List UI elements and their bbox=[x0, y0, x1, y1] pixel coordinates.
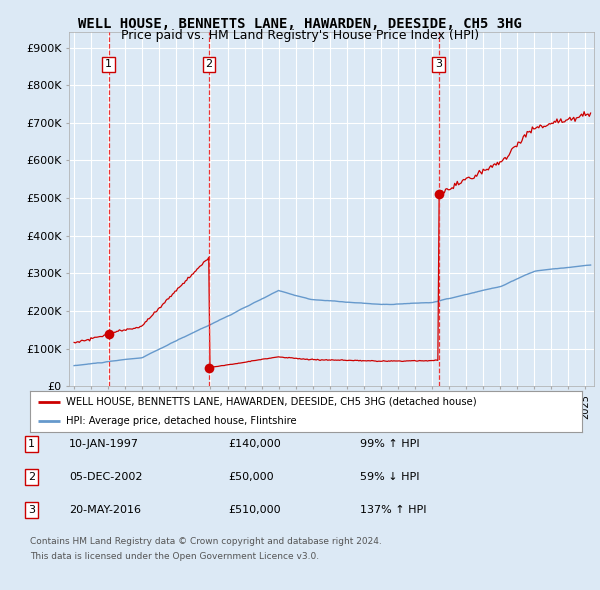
Text: 3: 3 bbox=[435, 60, 442, 70]
Text: This data is licensed under the Open Government Licence v3.0.: This data is licensed under the Open Gov… bbox=[30, 552, 319, 561]
Text: WELL HOUSE, BENNETTS LANE, HAWARDEN, DEESIDE, CH5 3HG: WELL HOUSE, BENNETTS LANE, HAWARDEN, DEE… bbox=[78, 17, 522, 31]
Text: 1: 1 bbox=[105, 60, 112, 70]
Text: 59% ↓ HPI: 59% ↓ HPI bbox=[360, 472, 419, 481]
Text: 1: 1 bbox=[28, 439, 35, 448]
Text: 3: 3 bbox=[28, 505, 35, 514]
Text: £50,000: £50,000 bbox=[228, 472, 274, 481]
Text: Contains HM Land Registry data © Crown copyright and database right 2024.: Contains HM Land Registry data © Crown c… bbox=[30, 536, 382, 546]
Text: Price paid vs. HM Land Registry's House Price Index (HPI): Price paid vs. HM Land Registry's House … bbox=[121, 29, 479, 42]
Text: 20-MAY-2016: 20-MAY-2016 bbox=[69, 505, 141, 514]
Text: WELL HOUSE, BENNETTS LANE, HAWARDEN, DEESIDE, CH5 3HG (detached house): WELL HOUSE, BENNETTS LANE, HAWARDEN, DEE… bbox=[66, 396, 476, 407]
Text: 99% ↑ HPI: 99% ↑ HPI bbox=[360, 439, 419, 448]
Text: 10-JAN-1997: 10-JAN-1997 bbox=[69, 439, 139, 448]
Text: HPI: Average price, detached house, Flintshire: HPI: Average price, detached house, Flin… bbox=[66, 416, 296, 426]
Text: 137% ↑ HPI: 137% ↑ HPI bbox=[360, 505, 427, 514]
Text: £510,000: £510,000 bbox=[228, 505, 281, 514]
Text: 05-DEC-2002: 05-DEC-2002 bbox=[69, 472, 143, 481]
Text: 2: 2 bbox=[206, 60, 212, 70]
Text: £140,000: £140,000 bbox=[228, 439, 281, 448]
Text: 2: 2 bbox=[28, 472, 35, 481]
